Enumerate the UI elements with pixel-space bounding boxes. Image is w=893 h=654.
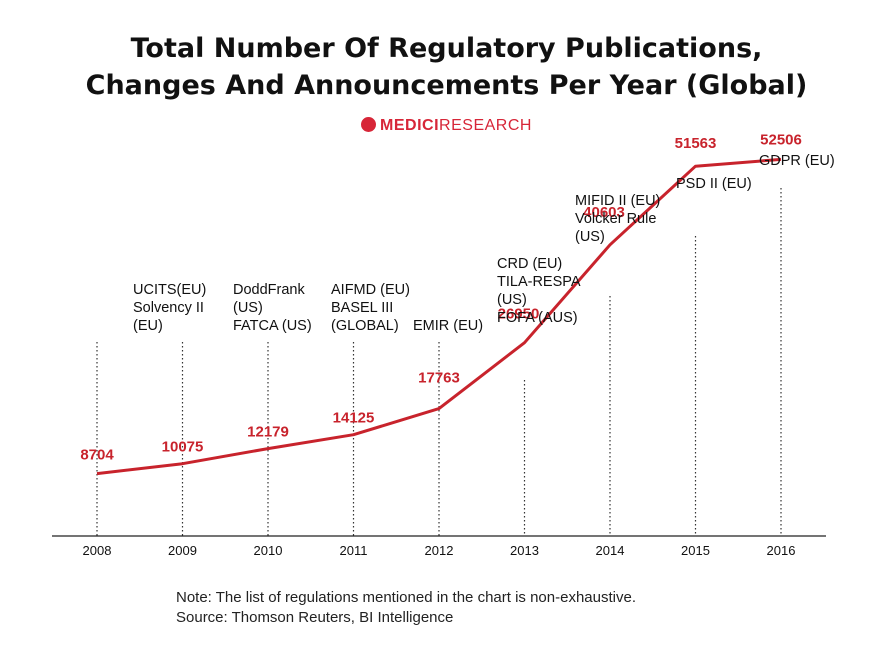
annotation-2012-line-1: EMIR (EU)	[413, 318, 483, 334]
x-tick-label-2014: 2014	[596, 543, 625, 558]
data-label-2010: 12179	[247, 424, 289, 441]
chart-note: Note: The list of regulations mentioned …	[176, 589, 636, 606]
annotation-2010-line-3: FATCA (US)	[233, 318, 312, 334]
data-label-2015: 51563	[675, 135, 717, 152]
x-axis-tick-labels: 2008 2009 2010 2011 2012 2013 2014 2015 2016	[83, 543, 796, 558]
annotation-2009-line-2: Solvency II	[133, 300, 204, 316]
data-value-labels: 8704 10075 12179 14125 17763 26950 40603 51563 5…	[80, 131, 802, 463]
annotation-2016: GDPR (EU)	[759, 153, 835, 169]
chart-title: Total Number Of Regulatory Publications,…	[0, 30, 893, 104]
annotation-2014-line-3: (US)	[575, 229, 605, 245]
data-label-2008: 8704	[80, 447, 114, 464]
annotation-2016-line-1: GDPR (EU)	[759, 153, 835, 169]
annotation-2013-line-4: FOFA (AUS)	[497, 310, 578, 326]
x-tick-label-2012: 2012	[425, 543, 454, 558]
annotation-2009: UCITS(EU) Solvency II (EU)	[133, 282, 206, 334]
annotation-2010: DoddFrank (US) FATCA (US)	[233, 282, 312, 334]
annotation-2015: PSD II (EU)	[676, 176, 752, 192]
regulation-annotations: UCITS(EU) Solvency II (EU) DoddFrank (US) FAT…	[133, 153, 835, 334]
brand-logo: MEDICIRESEARCH	[0, 117, 893, 135]
annotation-2014-line-2: Volcker Rule	[575, 211, 656, 227]
annotation-2014-line-1: MIFID II (EU)	[575, 193, 660, 209]
annotation-2013-line-2: TILA-RESPA	[497, 274, 581, 290]
annotation-2013-line-1: CRD (EU)	[497, 256, 562, 272]
year-guide-lines	[96, 188, 782, 536]
x-tick-label-2011: 2011	[340, 543, 368, 558]
annotation-2009-line-1: UCITS(EU)	[133, 282, 206, 298]
annotation-2011-line-1: AIFMD (EU)	[331, 282, 410, 298]
medici-logo-icon	[361, 117, 377, 132]
annotation-2010-line-2: (US)	[233, 300, 263, 316]
annotation-2014: MIFID II (EU) Volcker Rule (US)	[575, 193, 660, 245]
data-label-2016: 52506	[760, 131, 802, 148]
x-tick-label-2009: 2009	[168, 543, 197, 558]
data-label-2011: 14125	[333, 410, 375, 427]
chart-source: Source: Thomson Reuters, BI Intelligence	[176, 609, 454, 626]
annotation-2009-line-3: (EU)	[133, 318, 163, 334]
annotation-2013-line-3: (US)	[497, 292, 527, 308]
data-label-2012: 17763	[418, 370, 460, 387]
annotation-2010-line-1: DoddFrank	[233, 282, 305, 298]
annotation-2011-line-3: (GLOBAL)	[331, 318, 399, 334]
x-tick-label-2010: 2010	[254, 543, 283, 558]
annotation-2015-line-1: PSD II (EU)	[676, 176, 752, 192]
x-tick-label-2008: 2008	[83, 543, 112, 558]
chart-title-line-1: Total Number Of Regulatory Publications,	[130, 33, 763, 64]
chart-title-line-2: Changes And Announcements Per Year (Glob…	[85, 70, 808, 101]
brand-name-bold: MEDICI	[380, 117, 440, 134]
annotation-2011-line-2: BASEL III	[331, 300, 393, 316]
annotation-2012: EMIR (EU)	[413, 318, 483, 334]
x-tick-label-2016: 2016	[767, 543, 796, 558]
x-tick-label-2015: 2015	[681, 543, 710, 558]
data-label-2013: 26950	[498, 306, 540, 323]
series-line	[96, 157, 782, 476]
data-label-2014: 40603	[583, 204, 625, 221]
annotation-2013: CRD (EU) TILA-RESPA (US) FOFA (AUS)	[497, 256, 581, 326]
brand-name-light: RESEARCH	[439, 117, 532, 134]
x-tick-label-2013: 2013	[510, 543, 539, 558]
annotation-2011: AIFMD (EU) BASEL III (GLOBAL)	[331, 282, 410, 334]
data-label-2009: 10075	[162, 439, 204, 456]
